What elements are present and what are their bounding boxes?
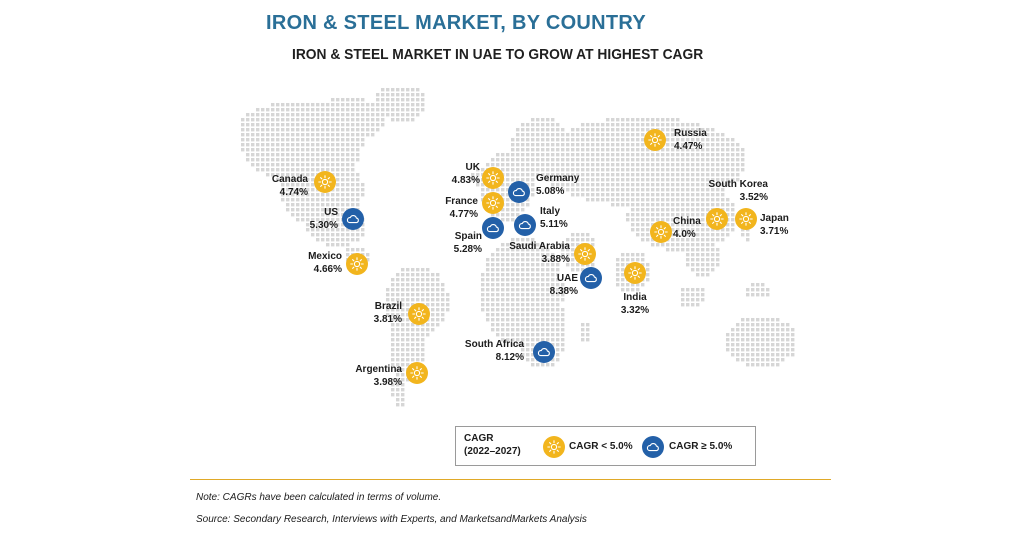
sun-icon — [486, 196, 500, 210]
country-label-spain: Spain 5.28% — [453, 231, 482, 255]
legend-low-label: CAGR < 5.0% — [569, 441, 633, 452]
legend-high-label: CAGR ≥ 5.0% — [669, 441, 733, 452]
country-marker-germany — [508, 181, 530, 203]
cloud-icon — [512, 188, 525, 197]
country-marker-france — [482, 192, 504, 214]
country-marker-argentina — [406, 362, 428, 384]
footnote: Note: CAGRs have been calculated in term… — [196, 492, 442, 503]
cloud-icon — [646, 443, 659, 452]
cloud-icon — [518, 221, 531, 230]
cloud-icon — [584, 274, 597, 283]
sun-icon — [628, 266, 642, 280]
cloud-icon — [486, 224, 499, 233]
sun-icon — [739, 212, 753, 226]
country-marker-us — [342, 208, 364, 230]
country-label-south-korea: South Korea 3.52% — [708, 179, 768, 203]
country-marker-south-korea — [706, 208, 728, 230]
sun-icon — [318, 175, 332, 189]
country-label-brazil: Brazil 3.81% — [373, 301, 402, 325]
footer-divider — [190, 479, 831, 480]
country-marker-brazil — [408, 303, 430, 325]
country-marker-south-africa — [533, 341, 555, 363]
sun-icon — [710, 212, 724, 226]
legend-title: CAGR (2022–2027) — [464, 433, 521, 457]
country-label-canada: Canada 4.74% — [271, 174, 308, 198]
country-label-saudi-arabia: Saudi Arabia 3.88% — [509, 241, 570, 265]
cloud-icon — [537, 348, 550, 357]
country-marker-italy — [514, 214, 536, 236]
country-marker-saudi-arabia — [574, 243, 596, 265]
country-label-china: China 4.0% — [673, 216, 701, 240]
country-marker-canada — [314, 171, 336, 193]
country-marker-uk — [482, 167, 504, 189]
country-marker-spain — [482, 217, 504, 239]
country-label-uae: UAE 8.38% — [549, 273, 578, 297]
source-note: Source: Secondary Research, Interviews w… — [196, 514, 587, 525]
legend: CAGR (2022–2027) CAGR < 5.0% CAGR ≥ 5.0% — [455, 426, 756, 466]
legend-cloud-icon — [642, 436, 664, 458]
cloud-icon — [346, 215, 359, 224]
country-label-us: US 5.30% — [309, 207, 338, 231]
country-label-france: France 4.77% — [445, 196, 478, 220]
country-label-mexico: Mexico 4.66% — [308, 251, 342, 275]
country-label-italy: Italy 5.11% — [540, 206, 568, 230]
country-label-uk: UK 4.83% — [451, 162, 480, 186]
sun-icon — [547, 440, 561, 454]
country-marker-russia — [644, 129, 666, 151]
country-label-japan: Japan 3.71% — [760, 213, 789, 237]
sun-icon — [654, 225, 668, 239]
chart-subtitle: IRON & STEEL MARKET IN UAE TO GROW AT HI… — [292, 46, 704, 63]
chart-title: IRON & STEEL MARKET, BY COUNTRY — [266, 12, 647, 34]
country-marker-india — [624, 262, 646, 284]
country-label-south-africa: South Africa 8.12% — [464, 339, 524, 363]
country-marker-china — [650, 221, 672, 243]
sun-icon — [350, 257, 364, 271]
country-label-argentina: Argentina 3.98% — [355, 364, 402, 388]
sun-icon — [410, 366, 424, 380]
sun-icon — [412, 307, 426, 321]
country-marker-mexico — [346, 253, 368, 275]
sun-icon — [648, 133, 662, 147]
country-marker-uae — [580, 267, 602, 289]
country-label-india: India 3.32% — [620, 292, 650, 316]
country-marker-japan — [735, 208, 757, 230]
legend-sun-icon — [543, 436, 565, 458]
sun-icon — [578, 247, 592, 261]
sun-icon — [486, 171, 500, 185]
country-label-germany: Germany 5.08% — [536, 173, 580, 197]
country-label-russia: Russia 4.47% — [674, 128, 707, 152]
